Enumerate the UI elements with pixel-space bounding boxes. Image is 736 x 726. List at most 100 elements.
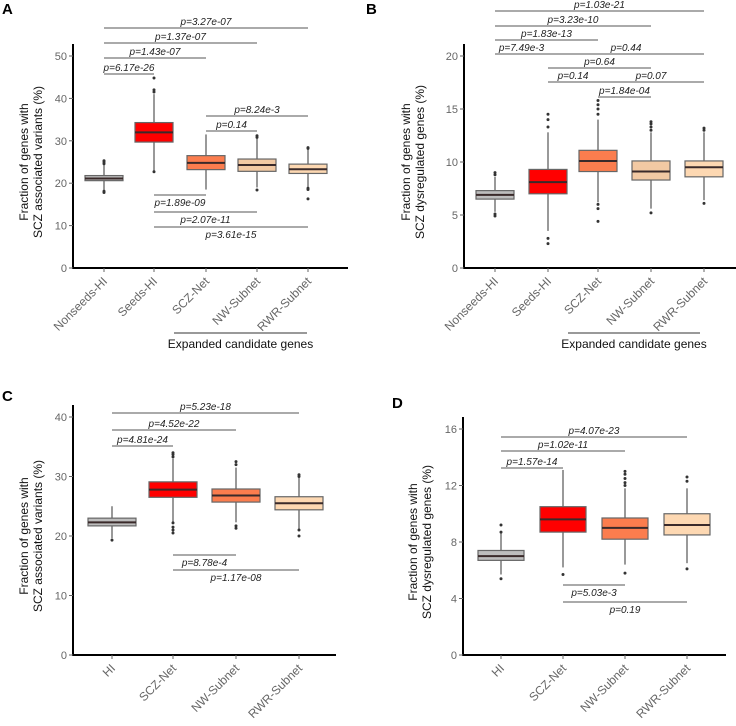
x-tick-label: NW-Subnet (210, 274, 264, 328)
p-value-label: p=1.57e-14 (506, 457, 558, 468)
box-rwr-subnet (274, 473, 324, 538)
box-scz-net (539, 469, 587, 576)
outlier-point (171, 521, 175, 525)
box-scz-net (578, 99, 618, 223)
group-label: Expanded candidate genes (168, 337, 313, 351)
outlier-point (102, 159, 106, 163)
outlier-point (546, 112, 550, 116)
outlier-point (306, 146, 310, 150)
p-value-label: p=1.84e-04 (598, 86, 650, 97)
outlier-point (297, 473, 301, 477)
outlier-point (596, 219, 600, 223)
p-value-label: p=3.61e-15 (205, 230, 257, 241)
outlier-point (623, 571, 627, 575)
box-rwr-subnet (684, 126, 724, 205)
outlier-point (102, 189, 106, 193)
box-hi (477, 523, 525, 581)
y-axis-title: SCZ dysregulated genes (%) (420, 465, 434, 619)
y-axis-title: Fraction of genes with (399, 103, 413, 220)
outlier-point (649, 120, 653, 124)
outlier-point (152, 90, 156, 94)
y-tick-label: 20 (446, 51, 458, 63)
x-tick-label: HI (489, 661, 507, 679)
outlier-point (297, 534, 301, 538)
p-value-label: p=1.83e-13 (520, 29, 572, 40)
y-axis-title: Fraction of genes with (17, 477, 31, 594)
y-tick-label: 0 (452, 263, 458, 275)
outlier-point (596, 103, 600, 107)
outlier-point (499, 577, 503, 581)
y-tick-label: 20 (55, 531, 67, 543)
outlier-point (297, 528, 301, 532)
panel-label: D (392, 395, 403, 412)
y-tick-label: 4 (451, 594, 457, 606)
outlier-point (306, 186, 310, 190)
outlier-point (561, 572, 565, 576)
outlier-point (306, 197, 310, 201)
p-value-label: p=1.89e-09 (154, 198, 206, 209)
y-tick-label: 12 (445, 481, 457, 493)
p-value-label: p=7.49e-3 (498, 43, 545, 54)
outlier-point (234, 460, 238, 464)
outlier-point (152, 170, 156, 174)
outlier-point (110, 538, 114, 542)
y-tick-label: 0 (61, 263, 67, 275)
outlier-point (596, 107, 600, 111)
box-scz-net (186, 134, 226, 190)
y-tick-label: 5 (452, 210, 458, 222)
outlier-point (546, 242, 550, 246)
y-tick-label: 20 (55, 178, 67, 190)
outlier-point (171, 451, 175, 455)
outlier-point (596, 112, 600, 116)
box-hi (87, 506, 137, 542)
outlier-point (702, 201, 706, 205)
outlier-point (546, 118, 550, 122)
box-iqr (684, 160, 724, 178)
y-tick-label: 0 (451, 650, 457, 662)
panel-a: A Fraction of genes with SCZ associated va… (2, 1, 348, 351)
outlier-point (493, 173, 497, 177)
x-tick-label: Nonseeds-HI (442, 274, 501, 333)
x-tick-label: HI (100, 661, 118, 679)
box-rwr-subnet (288, 146, 328, 201)
p-value-label: p=1.37e-07 (154, 32, 206, 43)
outlier-point (255, 188, 259, 192)
p-value-label: p=5.03e-3 (570, 588, 617, 599)
box-nw-subnet (211, 460, 261, 530)
x-tick-label: NW-Subnet (189, 661, 243, 715)
y-axis-title: SCZ associated variants (%) (31, 460, 45, 612)
y-axis-title: SCZ dysregulated genes (%) (413, 85, 427, 239)
y-tick-label: 10 (55, 591, 67, 603)
y-tick-label: 0 (61, 650, 67, 662)
outlier-point (234, 526, 238, 530)
outlier-point (623, 472, 627, 476)
p-value-label: p=4.81e-24 (116, 435, 168, 446)
group-label: Expanded candidate genes (561, 337, 706, 351)
outlier-point (546, 125, 550, 129)
box-seeds-hi (134, 76, 174, 174)
x-tick-label: RWR-Subnet (245, 661, 305, 721)
box-nonseeds-hi (475, 171, 515, 218)
x-tick-label: SCZ-Net (561, 274, 604, 317)
outlier-point (499, 523, 503, 527)
panel-label: B (366, 1, 377, 18)
panel-label: C (2, 388, 13, 405)
y-tick-label: 16 (445, 424, 457, 436)
outlier-point (649, 128, 653, 132)
x-tick-label: NW-Subnet (604, 274, 658, 328)
y-tick-label: 10 (55, 221, 67, 233)
x-tick-label: RWR-Subnet (650, 274, 710, 334)
p-value-label: p=0.14 (557, 71, 589, 82)
x-tick-label: SCZ-Net (169, 274, 212, 317)
p-value-label: p=1.03e-21 (573, 0, 625, 11)
p-value-label: p=4.52e-22 (148, 419, 200, 430)
outlier-point (234, 463, 238, 467)
outlier-point (596, 202, 600, 206)
y-tick-label: 8 (451, 537, 457, 549)
p-value-label: p=8.24e-3 (233, 105, 280, 116)
panel-label: A (2, 1, 13, 18)
y-tick-label: 15 (446, 104, 458, 116)
y-axis-title: Fraction of genes with (17, 103, 31, 220)
outlier-point (685, 475, 689, 479)
panel-c: C Fraction of genes with SCZ associated va… (2, 388, 336, 721)
